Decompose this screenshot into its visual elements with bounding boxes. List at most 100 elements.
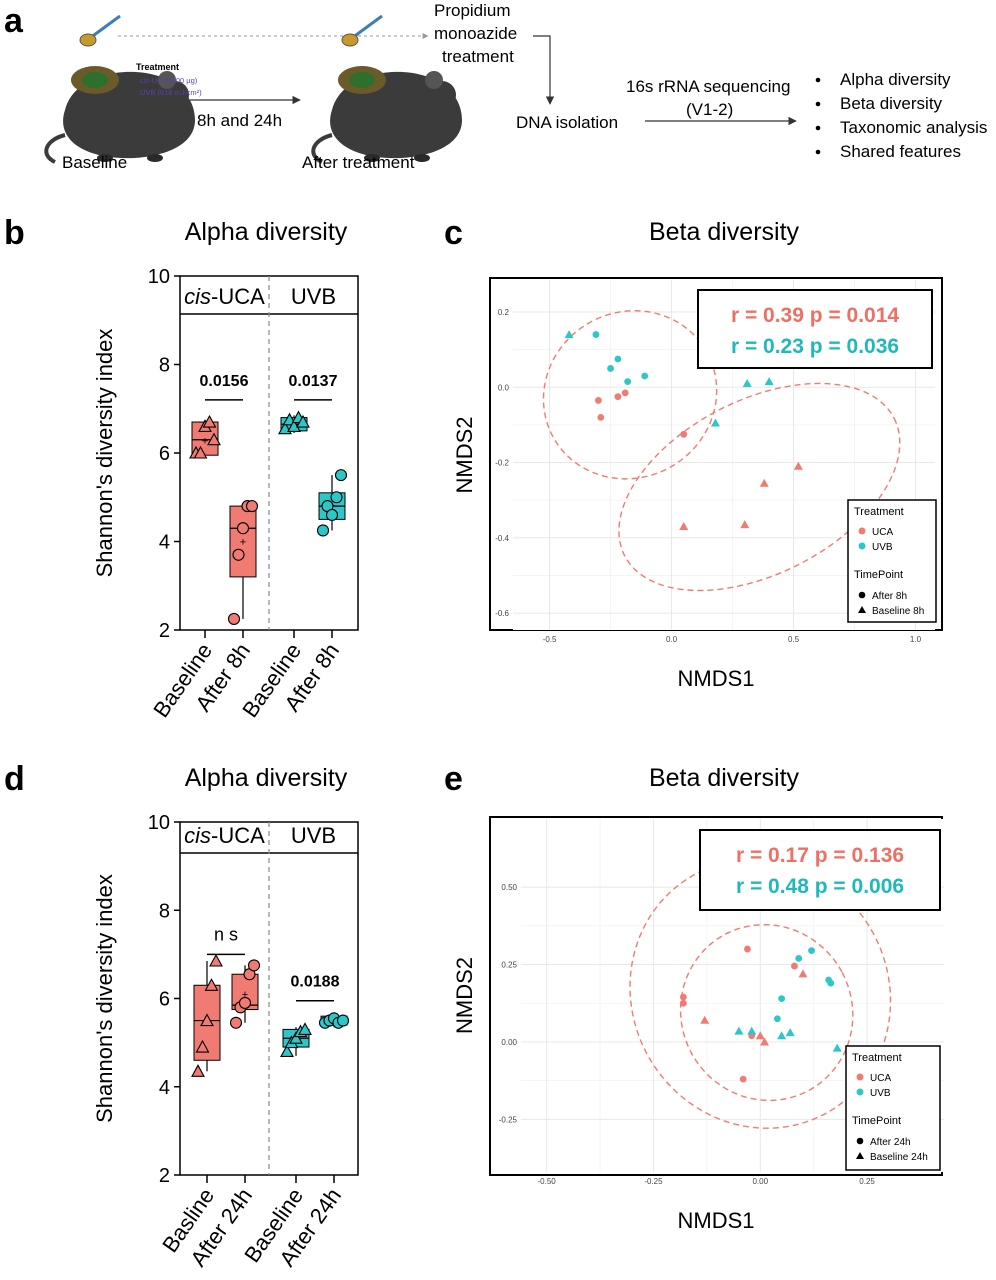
stats-text: r = 0.17 p = 0.136 <box>736 844 904 867</box>
legend-after-label: After 8h <box>872 591 907 602</box>
data-point <box>334 469 348 482</box>
panel-letter-e: e <box>444 760 463 798</box>
data-point <box>330 491 343 504</box>
pma-line-2: monoazide <box>434 24 517 43</box>
y-tick-label: -0.2 <box>495 459 509 468</box>
legend-uvb-icon <box>858 542 866 550</box>
ordination-point <box>740 520 750 529</box>
ordination-point <box>739 1075 747 1083</box>
y-tick-label: 4 <box>159 1077 170 1099</box>
box <box>229 505 257 578</box>
x-axis-label: NMDS1 <box>677 666 754 691</box>
stats-text: r = 0.39 p = 0.014 <box>731 304 899 327</box>
ordination-point <box>700 1015 710 1024</box>
group-label-cis-uca: cis-UCA <box>184 284 265 309</box>
bullet-icon <box>815 149 821 155</box>
treatment-line-2: UVB (618 mJ/cm²) <box>140 88 202 97</box>
output-item: Shared features <box>840 142 961 161</box>
group-label-italic: cis <box>184 284 211 309</box>
panel-letter-a: a <box>4 2 24 40</box>
legend-after-label: After 24h <box>870 1137 911 1148</box>
data-point <box>193 445 208 459</box>
mean-marker: + <box>202 436 208 448</box>
spoon-icon <box>341 14 383 47</box>
group-label-cis-uca: cis-UCA <box>184 823 265 848</box>
y-tick-label: 0.2 <box>498 308 510 317</box>
data-point <box>336 1014 350 1027</box>
bullet-icon <box>815 125 821 131</box>
bullet-icon <box>815 101 821 107</box>
output-list: Alpha diversity Beta diversity Taxonomic a… <box>815 70 987 161</box>
pma-arrow <box>533 35 555 105</box>
y-tick-label: 0.00 <box>501 1038 517 1047</box>
ordination-point <box>621 389 629 397</box>
y-tick-label: 8 <box>159 900 170 922</box>
pma-line-1: Propidium <box>434 1 511 20</box>
confidence-ellipse <box>618 382 901 592</box>
after-treatment-label: After treatment <box>302 153 415 172</box>
output-item: Taxonomic analysis <box>840 118 987 137</box>
y-tick-label: 6 <box>159 443 170 465</box>
ordination-point <box>641 372 649 380</box>
ordination-point <box>778 995 786 1002</box>
comparison-label: 0.0188 <box>291 974 340 991</box>
y-tick-label: 2 <box>159 1165 170 1187</box>
data-point <box>296 414 310 428</box>
y-tick-label: 0.50 <box>501 883 517 892</box>
data-point <box>209 953 223 967</box>
dna-isolation-label: DNA isolation <box>516 113 618 132</box>
data-point <box>202 414 217 428</box>
legend-title-treatment: Treatment <box>854 506 904 518</box>
y-tick-label: 8 <box>159 355 170 377</box>
y-tick-label: -0.25 <box>499 1115 518 1124</box>
data-point <box>238 996 252 1009</box>
legend-uca-label: UCA <box>872 527 893 538</box>
legend-uca-icon <box>856 1073 864 1081</box>
ordination-point <box>759 478 769 487</box>
panel-a: a Treatment cis-UCA (500 µg) UVB (618 mJ… <box>4 1 987 172</box>
data-point <box>227 612 241 625</box>
y-tick-label: 0.25 <box>501 961 517 970</box>
legend-box <box>845 1045 941 1171</box>
group-label-rest: -UCA <box>211 823 265 848</box>
stats-box <box>697 289 933 369</box>
ordination-point <box>607 365 614 372</box>
legend-uca-icon <box>858 527 866 535</box>
y-axis-label: NMDS2 <box>452 957 477 1034</box>
group-label-rest: -UCA <box>211 284 265 309</box>
y-tick-label: -0.6 <box>495 609 509 618</box>
data-point <box>191 1064 205 1077</box>
ordination-point <box>592 331 600 338</box>
panel-letter-d: d <box>4 760 25 798</box>
legend-title-timepoint: TimePoint <box>854 569 903 581</box>
data-point <box>207 432 221 446</box>
x-tick-label: -0.5 <box>543 635 557 644</box>
ordination-point <box>798 969 808 978</box>
x-tick-label: 0.5 <box>788 635 800 644</box>
mean-marker: + <box>242 989 248 1001</box>
legend-after-icon <box>858 591 866 599</box>
panel-e-title: Beta diversity <box>649 764 800 792</box>
data-point <box>298 1022 312 1035</box>
ordination-point <box>710 418 720 427</box>
ordination-point <box>564 330 574 339</box>
output-item: Beta diversity <box>840 94 943 113</box>
y-tick-label: 2 <box>159 620 170 642</box>
ordination-point <box>764 377 774 386</box>
legend-uca-label: UCA <box>870 1073 891 1084</box>
data-point <box>200 1013 214 1027</box>
spoon-icon <box>79 14 121 47</box>
ordination-point <box>832 1043 842 1052</box>
data-point <box>236 522 250 535</box>
x-tick-label: -0.25 <box>644 1177 663 1186</box>
data-point <box>204 978 219 991</box>
ordination-point <box>747 1026 757 1035</box>
y-tick-label: 10 <box>148 266 170 288</box>
ordination-point <box>679 993 687 1001</box>
baseline-label: Baseline <box>62 153 127 172</box>
panel-b-title: Alpha diversity <box>185 218 348 246</box>
y-tick-label: 4 <box>159 532 170 554</box>
ordination-point <box>795 954 803 962</box>
mouse-after-illustration <box>311 66 462 164</box>
data-point <box>325 508 339 522</box>
